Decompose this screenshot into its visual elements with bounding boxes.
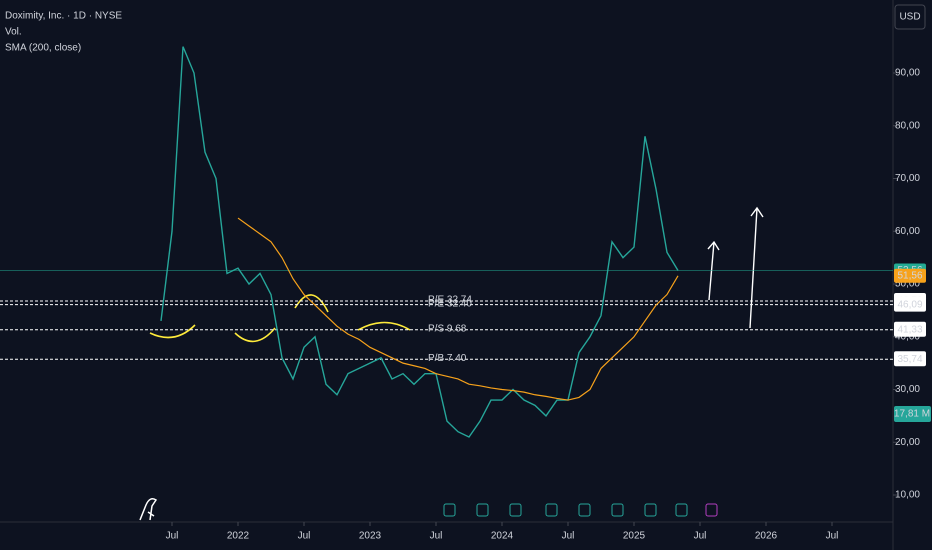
x-tick-label: Jul: [166, 531, 179, 542]
y-tick-label: 80,00: [895, 120, 920, 131]
y-tick-label: 70,00: [895, 173, 920, 184]
x-tick-label: Jul: [562, 531, 575, 542]
indicator-label: SMA (200, close): [5, 43, 81, 54]
level-tag-label: 35,74: [897, 354, 922, 365]
x-tick-label: 2025: [623, 531, 646, 542]
series-line: [237, 217, 679, 401]
arc: [149, 324, 196, 339]
y-tick-label: 60,00: [895, 226, 920, 237]
earnings-marker: [705, 503, 718, 517]
earnings-marker: [578, 503, 591, 517]
arrow: [749, 206, 764, 329]
level-tag: [894, 321, 926, 337]
level-name: P/E 32.40: [428, 298, 472, 309]
y-tick-label: 20,00: [895, 437, 920, 448]
y-tick-label: 30,00: [895, 384, 920, 395]
earnings-markers: [443, 503, 718, 517]
level-name: P/E 32.74: [428, 295, 472, 306]
arc: [294, 294, 329, 313]
earnings-marker: [476, 503, 489, 517]
arrows: [707, 206, 764, 329]
earnings-marker: [545, 503, 558, 517]
level-tag-label: 46,09: [897, 299, 922, 310]
arc: [234, 327, 276, 343]
x-tick-label: Jul: [694, 531, 707, 542]
volume-tag-label: 17,81 M: [894, 409, 930, 420]
annotations: [149, 294, 411, 343]
earnings-marker: [611, 503, 624, 517]
chart-title: Doximity, Inc. · 1D · NYSE: [5, 11, 122, 22]
earnings-marker: [443, 503, 456, 517]
x-tick-label: 2023: [359, 531, 382, 542]
y-tick-label: 40,00: [895, 331, 920, 342]
x-tick-label: 2024: [491, 531, 514, 542]
earnings-marker: [675, 503, 688, 517]
x-tick-label: 2026: [755, 531, 778, 542]
arrow: [707, 240, 720, 301]
y-tick-label: 90,00: [895, 68, 920, 79]
price-tag-label: 51,56: [897, 270, 922, 281]
price-tag: [894, 268, 926, 283]
level-name: P/S 9.68: [428, 323, 467, 334]
indicator-label: Vol.: [5, 27, 22, 38]
x-tick-label: Jul: [298, 531, 311, 542]
x-tick-label: Jul: [430, 531, 443, 542]
x-tick-label: Jul: [826, 531, 839, 542]
y-tick-label: 50,00: [895, 279, 920, 290]
x-tick-label: 2022: [227, 531, 250, 542]
level-name: P/B 7.40: [428, 353, 467, 364]
currency-button[interactable]: [894, 4, 926, 30]
earnings-marker: [509, 503, 522, 517]
currency-label: USD: [899, 12, 920, 23]
logo: [139, 498, 158, 521]
series-line: [160, 46, 679, 438]
level-tag: [894, 296, 926, 312]
y-tick-label: 10,00: [895, 490, 920, 501]
level-tag: [894, 351, 926, 367]
volume-tag: [894, 406, 931, 422]
earnings-marker: [644, 503, 657, 517]
arc: [357, 321, 411, 331]
level-tag-label: 41,33: [897, 324, 922, 335]
